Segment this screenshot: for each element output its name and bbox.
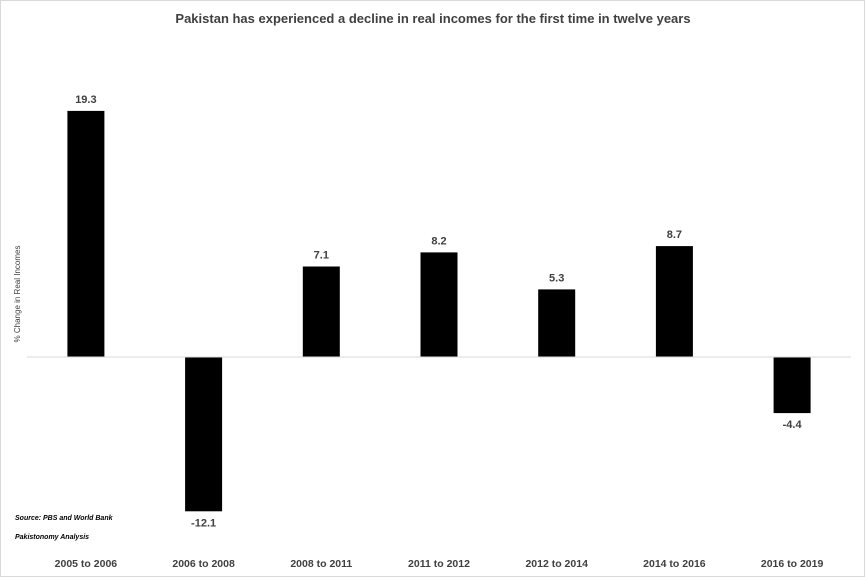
bar-2005-to-2006 (67, 110, 105, 358)
data-label: 7.1 (314, 250, 329, 262)
x-tick-label: 2016 to 2019 (761, 558, 824, 570)
bars-group (67, 110, 811, 512)
bar-2008-to-2011 (302, 266, 340, 357)
x-tick-label: 2012 to 2014 (525, 558, 588, 570)
data-label: -12.1 (191, 517, 216, 529)
data-label: 5.3 (549, 272, 564, 284)
source-note: Source: PBS and World Bank (15, 515, 114, 522)
data-labels-group: 19.3 -12.1 7.1 8.2 5.3 8.7 -4.4 (75, 94, 802, 529)
x-tick-label: 2014 to 2016 (643, 558, 706, 570)
x-tick-label: 2011 to 2012 (408, 558, 470, 570)
bar-2014-to-2016 (655, 246, 693, 357)
data-label: 19.3 (75, 94, 96, 106)
x-tick-label: 2006 to 2008 (172, 558, 235, 570)
data-label: 8.7 (667, 229, 682, 241)
x-tick-label: 2008 to 2011 (290, 558, 352, 570)
data-label: 8.2 (431, 235, 446, 247)
data-label: -4.4 (783, 419, 803, 431)
y-axis-label: % Change in Real Incomes (13, 246, 22, 343)
bar-2006-to-2008 (185, 357, 223, 512)
bar-2012-to-2014 (538, 289, 576, 357)
chart-title: Pakistan has experienced a decline in re… (175, 11, 690, 26)
x-tick-labels-group: 2005 to 2006 2006 to 2008 2008 to 2011 2011… (55, 558, 824, 570)
bar-2016-to-2019 (773, 357, 811, 414)
x-tick-label: 2005 to 2006 (55, 558, 118, 570)
bar-2011-to-2012 (420, 252, 458, 357)
analysis-note: Pakistonomy Analysis (15, 534, 89, 541)
